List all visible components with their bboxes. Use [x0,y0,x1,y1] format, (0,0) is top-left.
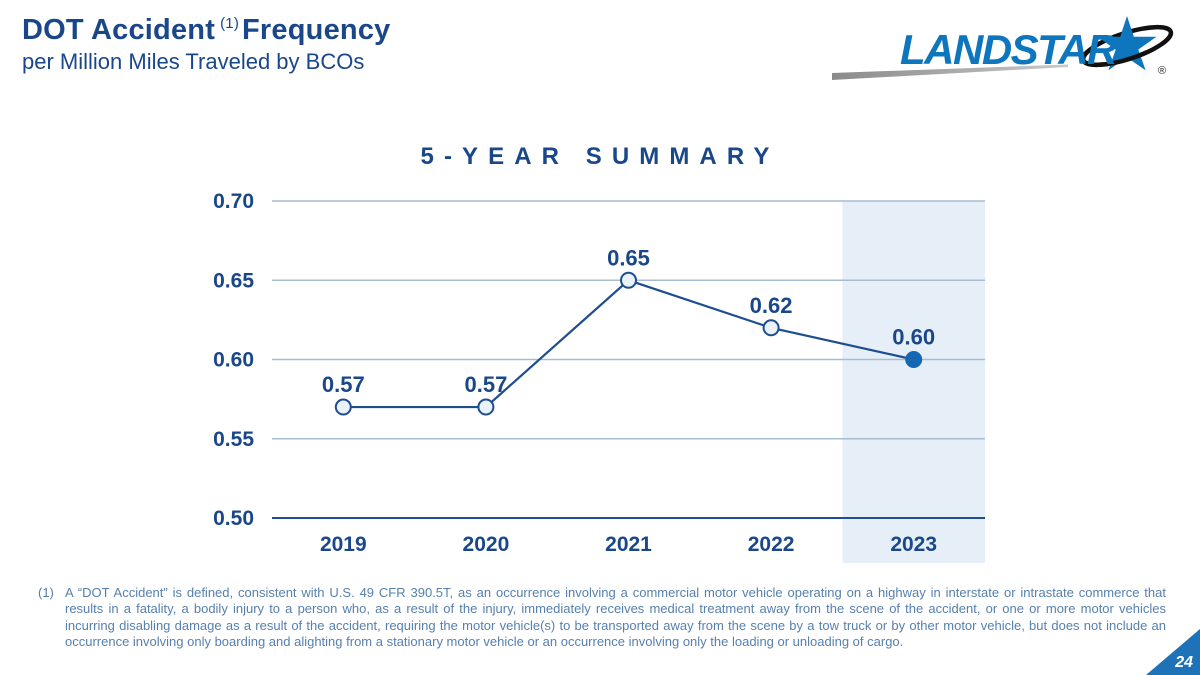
data-label-2022: 0.62 [750,293,793,318]
registered-trademark-symbol: ® [1158,65,1166,77]
x-tick-label-2022: 2022 [748,533,795,556]
highlight-band-2023 [842,201,985,563]
page-subtitle: per Million Miles Traveled by BCOs [22,49,365,75]
page-number: 24 [1175,654,1193,671]
landstar-logo-graphic: LANDSTAR ® [832,16,1174,80]
data-point-2023 [905,351,923,368]
landstar-star-icon [1097,16,1157,71]
data-point-2022 [762,319,780,337]
logo-swoosh-underline [832,64,1068,80]
data-point-2021 [620,271,637,289]
y-tick-label: 0.70 [213,190,254,213]
page-title-suffix: Frequency [242,14,391,46]
title-footnote-ref: (1) [220,15,240,33]
footnote: (1) A “DOT Accident” is defined, consist… [38,585,1166,651]
line-chart: 0.70 0.65 0.60 0.55 0.50 2019 2020 2021 2022 2023… [195,185,1000,577]
x-tick-label-2019: 2019 [320,533,367,556]
footnote-marker: (1) [38,585,54,600]
x-tick-label-2021: 2021 [605,533,652,556]
line-chart-svg: 0.70 0.65 0.60 0.55 0.50 2019 2020 2021 2022 2023… [213,190,985,563]
data-label-2023: 0.60 [892,325,935,350]
x-tick-label-2020: 2020 [463,533,510,556]
landstar-logo: LANDSTAR ® [832,10,1174,92]
data-label-2019: 0.57 [322,372,365,397]
x-tick-label-2023: 2023 [890,533,937,556]
data-label-2021: 0.65 [607,245,650,270]
page-title: DOT Accident (1) Frequency [22,14,390,47]
logo-wordmark: LANDSTAR [900,26,1118,73]
data-label-2020: 0.57 [464,372,507,397]
data-point-2020 [477,398,495,416]
y-tick-label: 0.60 [213,349,254,372]
chart-title: 5-YEAR SUMMARY [420,143,780,170]
page-title-prefix: DOT Accident [22,14,216,46]
star-orbit-front [1080,50,1174,68]
slide-header: DOT Accident (1) Frequency per Million Mil… [22,14,390,75]
y-tick-label: 0.50 [213,507,254,530]
y-tick-label: 0.55 [213,428,254,451]
y-tick-label: 0.65 [213,269,254,292]
footnote-text: A “DOT Accident” is defined, consistent … [65,585,1166,650]
data-point-2019 [334,398,352,416]
data-line [343,279,914,409]
